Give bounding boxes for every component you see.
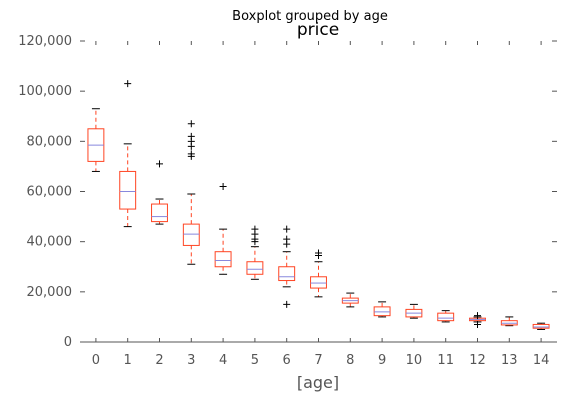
box-series [87,80,550,330]
outlier-point [156,160,163,168]
x-tick-label: 13 [501,353,518,368]
box-group [341,292,359,308]
outlier-point [124,80,132,88]
box-group [373,301,391,318]
box-group [246,225,264,280]
box-iqr [119,170,137,210]
axis-ticks: 0 20,000 40,000 60,000 80,000 100,000 120,000 0… [18,34,557,368]
x-tick-label: 7 [314,353,322,368]
x-tick-label: 1 [124,353,132,368]
x-tick-label: 2 [155,353,163,368]
box-group [405,303,423,319]
outlier-point [251,225,259,233]
box-iqr [437,312,455,322]
outlier-point [219,182,227,190]
outlier-point [283,300,291,308]
y-tick-label: 60,000 [27,185,73,200]
outlier-point [187,120,195,128]
box-iqr [310,276,327,289]
box-iqr [246,261,264,275]
x-tick-label: 10 [406,353,423,368]
x-axis-label: [age] [297,373,339,392]
box-iqr [182,223,200,246]
box-group [151,160,168,225]
box-group [119,80,137,228]
box-iqr [373,306,391,317]
x-tick-label: 3 [187,353,195,368]
box-group [437,310,455,323]
box-group [214,182,232,275]
x-tick-label: 8 [346,353,354,368]
y-tick-label: 20,000 [27,285,73,300]
outlier-point [474,312,481,320]
outlier-point [474,320,481,328]
x-tick-label: 0 [92,353,100,368]
outlier-point [283,225,291,233]
outlier-point [315,249,322,257]
x-tick-label: 14 [533,353,550,368]
box-group [278,225,296,308]
outlier-point [187,150,195,158]
box-group [532,322,550,330]
y-tick-label: 0 [64,335,72,350]
x-tick-label: 5 [251,353,259,368]
chart-title: price [297,20,339,40]
y-tick-label: 80,000 [27,134,73,149]
box-group [469,312,486,328]
outlier-point [283,235,291,243]
chart-suptitle: Boxplot grouped by age [232,9,388,24]
outlier-point [187,132,195,140]
box-group [500,316,518,327]
x-tick-label: 12 [469,353,486,368]
box-iqr [214,251,232,268]
x-tick-label: 4 [219,353,227,368]
box-group [182,120,200,265]
box-iqr [532,323,550,329]
x-tick-label: 9 [378,353,386,368]
box-group [310,249,327,298]
y-tick-label: 120,000 [18,34,72,49]
x-tick-label: 6 [283,353,291,368]
box-iqr [151,203,168,223]
x-tick-label: 11 [437,353,454,368]
box-iqr [278,266,296,282]
y-tick-label: 40,000 [27,235,73,250]
y-tick-label: 100,000 [18,84,72,99]
box-group [87,108,105,172]
